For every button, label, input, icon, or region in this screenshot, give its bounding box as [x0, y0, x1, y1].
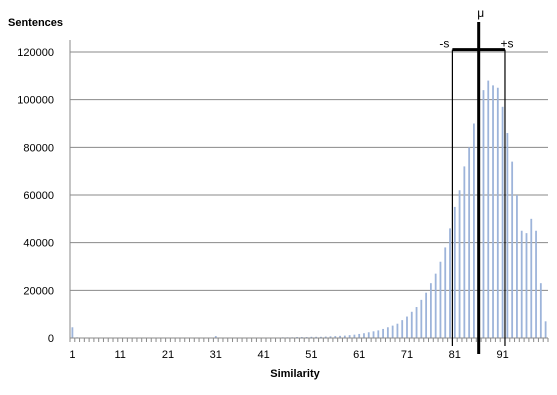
bar	[501, 106, 504, 338]
x-tick-label: 91	[496, 349, 508, 361]
bar	[214, 336, 217, 338]
bar	[487, 80, 490, 338]
bar	[516, 195, 518, 338]
bar	[324, 336, 327, 338]
y-tick-label: 60000	[23, 190, 54, 202]
bar	[429, 283, 432, 338]
bar	[386, 327, 389, 338]
bar	[458, 190, 461, 338]
bar	[453, 206, 456, 338]
bar	[315, 336, 318, 338]
x-tick-label: 11	[114, 349, 125, 361]
x-tick-label: 51	[305, 349, 317, 361]
x-tick-label: 81	[449, 349, 461, 361]
bar	[520, 230, 523, 338]
bar	[410, 311, 413, 338]
bar	[367, 332, 370, 338]
bar	[492, 85, 494, 338]
bar	[329, 336, 332, 338]
bar	[406, 316, 408, 338]
histogram-bars	[71, 80, 547, 338]
bar	[348, 335, 351, 338]
bar	[511, 161, 514, 338]
bar	[535, 230, 537, 338]
x-tick-label: 31	[210, 349, 222, 361]
y-tick-label: 20000	[23, 285, 54, 297]
bar	[506, 133, 509, 338]
bar	[496, 87, 499, 338]
bar	[425, 292, 428, 338]
bar	[396, 323, 399, 338]
y-tick-label: 120000	[17, 47, 54, 59]
bar	[544, 321, 547, 338]
x-axis: 1 11 21 31 41 51 61 71 81 91	[69, 40, 549, 361]
x-tick-label: 1	[69, 349, 75, 361]
bar	[420, 299, 423, 338]
bar	[339, 335, 341, 338]
bar	[525, 233, 528, 338]
x-tick-label: 21	[162, 349, 174, 361]
bar	[449, 228, 451, 338]
bar	[530, 218, 533, 338]
bar	[434, 273, 437, 338]
gridlines	[70, 51, 548, 291]
bar	[320, 336, 322, 338]
y-tick-label: 0	[48, 333, 54, 345]
y-tick-label: 80000	[23, 142, 54, 154]
bar	[334, 336, 337, 338]
mean-label: μ	[477, 6, 484, 20]
bar	[71, 327, 74, 338]
y-axis-title: Sentences	[8, 17, 63, 29]
y-tick-label: 100000	[17, 95, 54, 107]
x-tick-label: 61	[353, 349, 365, 361]
bar	[358, 333, 361, 338]
bar	[539, 283, 542, 338]
bar	[468, 147, 471, 338]
std-annotation: μ -s +s	[439, 6, 513, 354]
y-tick-label: 40000	[23, 238, 54, 250]
bar	[444, 247, 447, 338]
bar	[463, 166, 466, 338]
bar	[415, 307, 418, 338]
plus-s-label: +s	[500, 37, 513, 51]
x-tick-label: 41	[257, 349, 269, 361]
bar	[473, 123, 475, 338]
bar	[401, 320, 404, 338]
x-tick-label: 71	[401, 349, 413, 361]
bar	[391, 325, 394, 338]
bar	[439, 261, 442, 338]
y-axis-ticks: 0 20000 40000 60000 80000 100000 120000	[17, 47, 54, 345]
bar	[377, 330, 380, 338]
bar	[382, 328, 384, 338]
x-axis-title: Similarity	[270, 368, 320, 380]
bar	[353, 334, 356, 338]
bar	[482, 90, 485, 338]
bar	[343, 335, 346, 338]
bar	[363, 333, 365, 338]
bar	[310, 336, 313, 338]
bar	[372, 331, 375, 338]
minus-s-label: -s	[439, 37, 449, 51]
